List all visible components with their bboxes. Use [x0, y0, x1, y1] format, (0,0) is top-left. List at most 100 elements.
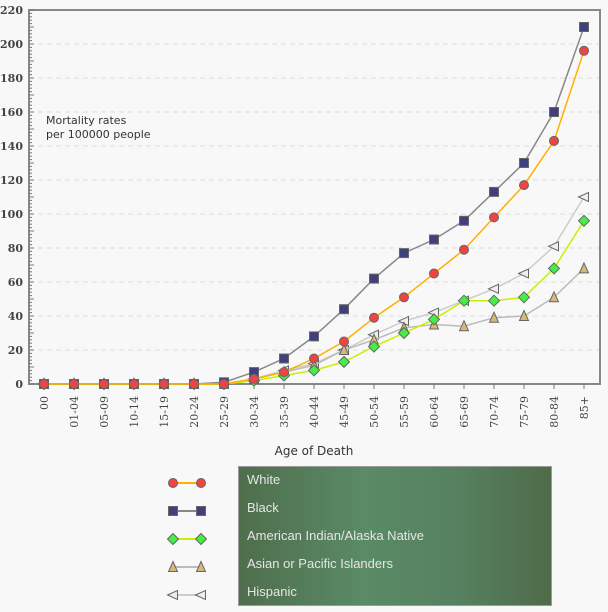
data-point — [518, 309, 530, 321]
data-point — [459, 215, 469, 226]
y-tick-label: 160 — [0, 106, 23, 119]
x-tick-label: 80-84 — [548, 396, 561, 428]
data-point — [458, 319, 470, 332]
x-tick-label: 30-34 — [248, 396, 261, 428]
data-point — [367, 340, 381, 353]
data-point — [307, 364, 321, 377]
y-tick-label: 0 — [15, 378, 23, 391]
legend-marker — [196, 478, 206, 488]
x-tick-label: 75-79 — [518, 396, 531, 428]
data-point — [309, 331, 319, 342]
x-tick-label: 45-49 — [338, 396, 351, 428]
y-tick-label: 220 — [0, 4, 23, 17]
legend-label: White — [247, 472, 281, 487]
y-tick-label: 180 — [0, 72, 23, 85]
data-point — [339, 336, 349, 347]
legend-label: Asian or Pacific Islanders — [247, 556, 393, 571]
data-point — [397, 326, 411, 340]
data-point — [429, 234, 439, 245]
legend-marker — [196, 506, 206, 516]
data-point — [547, 241, 559, 252]
legend-swatch — [166, 589, 206, 601]
legend-marker — [194, 532, 208, 546]
legend: White Black American Indian/Alaska Native A… — [238, 466, 552, 606]
data-point — [249, 373, 259, 384]
data-point — [279, 367, 289, 378]
data-point — [577, 191, 589, 203]
data-point — [489, 212, 499, 223]
x-tick-label: 65-69 — [458, 396, 471, 428]
data-point — [399, 292, 409, 303]
data-point — [489, 186, 499, 197]
legend-swatch — [168, 478, 206, 488]
data-point — [99, 379, 109, 389]
series-line — [44, 26, 585, 385]
legend-marker — [168, 478, 178, 488]
legend-marker — [195, 560, 207, 572]
y-tick-label: 200 — [0, 38, 23, 51]
data-point — [279, 353, 289, 364]
data-point — [517, 291, 531, 304]
data-point — [69, 379, 79, 389]
data-point — [487, 294, 501, 307]
y-tick-label: 60 — [8, 276, 24, 289]
data-point — [189, 379, 199, 389]
x-tick-label: 25-29 — [218, 396, 231, 428]
data-point — [129, 379, 139, 389]
data-point — [159, 379, 169, 389]
data-point — [547, 262, 561, 275]
legend-label: Hispanic — [247, 584, 297, 599]
legend-swatch — [166, 532, 208, 546]
legend-swatch — [168, 506, 206, 516]
x-tick-label: 50-54 — [368, 396, 381, 428]
y-tick-label: 140 — [0, 140, 23, 153]
data-point — [579, 45, 589, 56]
x-axis-label: Age of Death — [275, 444, 354, 458]
data-point — [517, 268, 529, 279]
data-point — [219, 379, 229, 389]
data-point — [577, 214, 591, 228]
y-tick-label: 20 — [8, 344, 24, 357]
data-point — [429, 268, 439, 279]
data-point — [549, 107, 559, 117]
annotation: Mortality rates — [46, 114, 127, 127]
x-tick-label: 70-74 — [488, 396, 501, 428]
data-point — [369, 312, 379, 323]
x-tick-label: 40-44 — [308, 396, 321, 428]
data-point — [578, 261, 590, 274]
x-tick-label: 60-64 — [428, 396, 441, 428]
data-point — [369, 273, 379, 284]
y-tick-label: 100 — [0, 208, 23, 221]
legend-marker — [168, 506, 178, 516]
annotation: per 100000 people — [46, 128, 151, 141]
legend-marker — [167, 560, 179, 572]
series-black — [39, 22, 589, 389]
legend-label: Black — [247, 500, 279, 515]
series-white — [39, 45, 589, 389]
data-point — [488, 310, 500, 323]
data-point — [399, 248, 409, 259]
legend-marker — [166, 589, 178, 601]
data-point — [579, 22, 589, 32]
data-point — [519, 180, 529, 191]
data-point — [338, 343, 350, 355]
data-point — [548, 290, 560, 303]
plot-frame — [28, 9, 601, 385]
data-point — [549, 135, 559, 146]
x-tick-label: 01-04 — [68, 396, 81, 428]
x-tick-label: 00 — [38, 396, 51, 410]
x-tick-label: 10-14 — [128, 396, 141, 428]
x-tick-label: 85+ — [578, 396, 591, 419]
data-point — [309, 353, 319, 364]
legend-swatch — [167, 560, 207, 572]
x-tick-label: 15-19 — [158, 396, 171, 428]
data-point — [459, 244, 469, 255]
y-tick-label: 80 — [8, 242, 24, 255]
y-tick-label: 40 — [8, 310, 24, 323]
data-point — [487, 283, 499, 295]
legend-label: American Indian/Alaska Native — [247, 528, 425, 543]
data-point — [427, 313, 441, 326]
data-point — [519, 158, 529, 168]
x-tick-label: 35-39 — [278, 396, 291, 428]
